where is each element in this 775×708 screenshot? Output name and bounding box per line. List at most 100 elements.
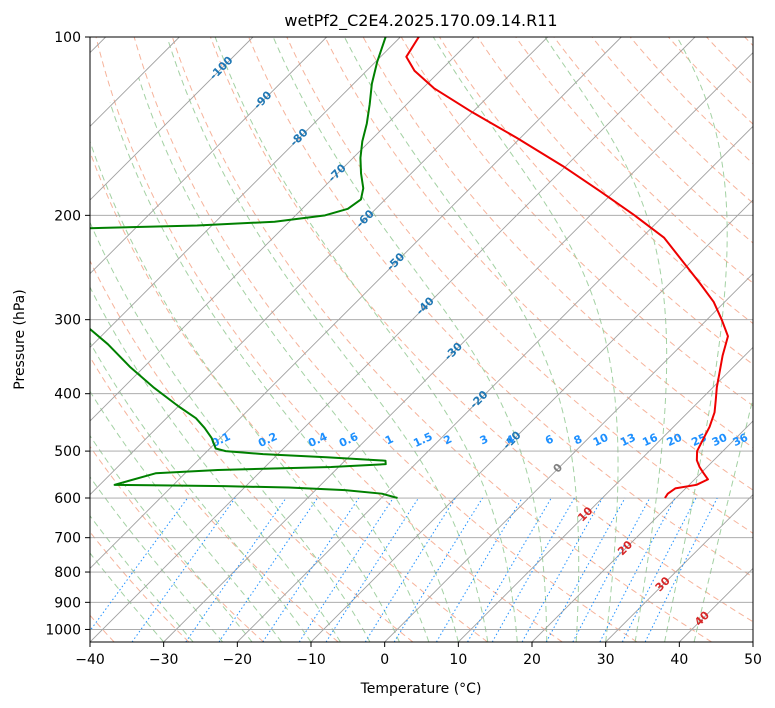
x-axis-title: Temperature (°C) bbox=[360, 681, 482, 697]
y-tick-label: 900 bbox=[54, 595, 81, 611]
moist-adiabat bbox=[90, 390, 282, 642]
isotherm bbox=[90, 37, 401, 348]
isotherm bbox=[458, 346, 753, 642]
y-tick-label: 500 bbox=[54, 444, 81, 460]
mixing-ratio-line bbox=[131, 497, 236, 642]
moist-adiabat bbox=[168, 41, 489, 642]
y-axis: 1000 900 800 700 600 500 400 300 200 100 bbox=[45, 30, 90, 638]
y-tick-label: 800 bbox=[54, 565, 81, 581]
isotherm bbox=[384, 273, 753, 642]
dry-adiabat bbox=[90, 259, 414, 642]
mixing-ratio-label: 16 bbox=[640, 431, 660, 449]
mixing-ratio-label: 10 bbox=[591, 431, 611, 449]
mixing-ratio-line bbox=[393, 497, 483, 642]
isotherms bbox=[90, 37, 753, 642]
mixing-ratio-line bbox=[90, 497, 188, 632]
mixing-ratio-label: 36 bbox=[731, 431, 751, 449]
plot-area bbox=[90, 37, 753, 642]
isotherm bbox=[605, 494, 753, 642]
isotherm bbox=[90, 37, 548, 496]
mixing-ratio-label: 13 bbox=[618, 431, 637, 449]
moist-adiabat bbox=[109, 102, 430, 642]
dry-adiabat bbox=[171, 37, 712, 642]
dry-adiabat bbox=[210, 37, 753, 623]
moist-adiabat bbox=[544, 37, 668, 642]
mixing-ratio-label: 25 bbox=[689, 431, 708, 449]
mixing-ratio-line bbox=[599, 497, 676, 642]
dry-adiabat bbox=[90, 445, 264, 642]
moist-adiabats bbox=[90, 37, 753, 642]
y-tick-label: 600 bbox=[54, 491, 81, 507]
moist-adiabat bbox=[90, 515, 194, 642]
moist-adiabat bbox=[90, 140, 400, 642]
x-tick-label: 10 bbox=[449, 652, 467, 668]
y-tick-label: 700 bbox=[54, 531, 81, 547]
dry-adiabat bbox=[248, 37, 753, 578]
mixing-ratio-line bbox=[262, 497, 360, 642]
isotherm bbox=[90, 37, 475, 422]
isotherm bbox=[310, 199, 753, 642]
isotherm bbox=[163, 52, 753, 642]
x-tick-label: 30 bbox=[597, 652, 615, 668]
mixing-ratio-line bbox=[644, 497, 718, 642]
x-axis: −40 −30 −20 −10 0 10 20 30 40 50 bbox=[75, 642, 762, 668]
mixing-ratio-line bbox=[364, 497, 456, 642]
x-tick-label: −10 bbox=[296, 652, 326, 668]
mixing-ratio-line bbox=[298, 497, 394, 642]
mixing-ratio-line bbox=[545, 497, 626, 642]
x-tick-label: 50 bbox=[744, 652, 762, 668]
isotherm bbox=[90, 37, 254, 201]
x-tick-label: −20 bbox=[223, 652, 253, 668]
isotherm bbox=[90, 37, 622, 569]
mixing-ratio-line bbox=[325, 497, 419, 642]
isotherm bbox=[752, 641, 753, 642]
moist-adiabat bbox=[138, 77, 459, 642]
moist-adiabat bbox=[90, 341, 312, 642]
mixing-ratio-label: 20 bbox=[665, 431, 685, 449]
moist-adiabat bbox=[214, 37, 518, 642]
y-tick-label: 1000 bbox=[45, 622, 81, 638]
profile-lines bbox=[90, 37, 729, 499]
dry-adiabat bbox=[400, 37, 753, 407]
dewpoint-line bbox=[90, 37, 398, 499]
isotherm bbox=[90, 37, 327, 275]
dry-adiabat bbox=[515, 37, 753, 284]
moist-adiabat bbox=[344, 37, 580, 642]
y-tick-label: 100 bbox=[54, 30, 81, 46]
mixing-ratio-lines bbox=[90, 497, 718, 642]
dry-adiabat bbox=[324, 37, 753, 491]
mixing-ratio-line bbox=[218, 497, 318, 642]
x-tick-label: 20 bbox=[523, 652, 541, 668]
x-tick-label: 0 bbox=[380, 652, 389, 668]
y-tick-label: 300 bbox=[54, 313, 81, 329]
moist-adiabat bbox=[664, 37, 728, 642]
mixing-ratio-line bbox=[572, 497, 651, 642]
x-tick-label: 40 bbox=[670, 652, 688, 668]
dry-adiabat bbox=[477, 37, 753, 325]
moist-adiabat bbox=[90, 552, 165, 642]
dry-adiabat bbox=[133, 37, 638, 642]
x-tick-label: −40 bbox=[75, 652, 105, 668]
moist-adiabat bbox=[272, 37, 548, 642]
moist-adiabat bbox=[693, 396, 753, 642]
dry-adiabat bbox=[591, 37, 753, 204]
y-axis-title: Pressure (hPa) bbox=[12, 289, 28, 389]
mixing-ratio-line bbox=[621, 497, 697, 642]
x-tick-label: −30 bbox=[149, 652, 179, 668]
isotherm bbox=[237, 125, 753, 642]
mixing-ratio-label: 30 bbox=[710, 431, 730, 449]
isotherm bbox=[531, 420, 753, 642]
temperature-line bbox=[405, 37, 729, 499]
mixing-ratio-line bbox=[521, 497, 603, 642]
isobars bbox=[90, 37, 753, 630]
mixing-ratio-line bbox=[185, 497, 287, 642]
y-tick-label: 200 bbox=[54, 208, 81, 224]
y-tick-label: 400 bbox=[54, 387, 81, 403]
dry-adiabat bbox=[95, 37, 563, 642]
isotherm bbox=[90, 37, 696, 642]
moist-adiabat bbox=[432, 37, 619, 642]
dry-adiabat bbox=[629, 37, 753, 165]
plot-frame bbox=[89, 36, 754, 643]
moist-adiabat bbox=[90, 286, 341, 642]
